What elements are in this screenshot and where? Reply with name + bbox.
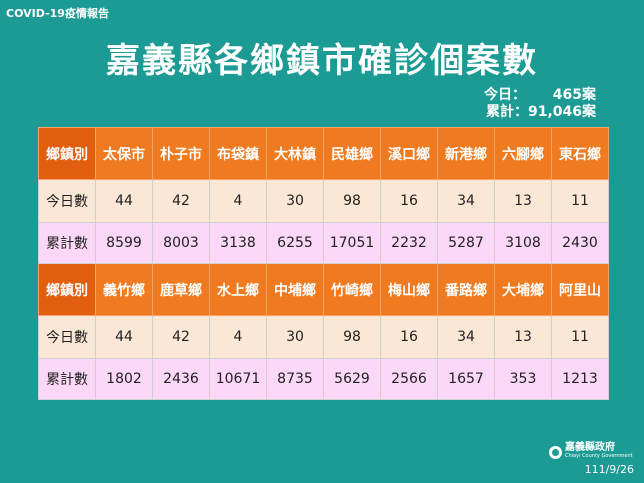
summary-today: 今日： 465案 <box>484 87 596 104</box>
county-name: 嘉義縣政府 Chiayi County Government <box>565 443 633 461</box>
total-row-label: 累計數 <box>38 358 96 400</box>
cases-table: 鄉鎮別 太保市 朴子市 布袋鎮 大林鎮 民雄鄉 溪口鄉 新港鄉 六腳鄉 東石鄉 今日數 44 42 4 30… <box>38 127 609 400</box>
summary-total-value: 91,046案 <box>527 104 596 120</box>
total-row-cell: 8003 <box>152 222 210 264</box>
town-row-cell: 民雄鄉 <box>323 127 381 180</box>
town-row-cell: 太保市 <box>95 127 153 180</box>
today-row-cell: 30 <box>266 179 324 223</box>
today-row-cell: 98 <box>323 179 381 223</box>
table-bottom-total-row: 累計數 1802 2436 10671 8735 5629 2566 1657 353 1213 <box>38 358 609 400</box>
total-row-cell: 17051 <box>323 222 381 264</box>
town-row-cell: 中埔鄉 <box>266 263 324 316</box>
today-row-cell: 44 <box>95 179 153 223</box>
today-row-cell: 34 <box>437 315 495 359</box>
town-row-cell: 番路鄉 <box>437 263 495 316</box>
report-date: 111/9/26 <box>584 463 634 476</box>
total-row-cell: 8735 <box>266 358 324 400</box>
town-row-cell: 義竹鄉 <box>95 263 153 316</box>
total-row-cell: 2566 <box>380 358 438 400</box>
today-row-cell: 42 <box>152 315 210 359</box>
total-row-cell: 5287 <box>437 222 495 264</box>
town-row-cell: 竹崎鄉 <box>323 263 381 316</box>
table-bottom-today-row: 今日數 44 42 4 30 98 16 34 13 11 <box>38 315 609 359</box>
today-row-cell: 44 <box>95 315 153 359</box>
total-row-cell: 6255 <box>266 222 324 264</box>
page-title: 嘉義縣各鄉鎮市確診個案數 <box>106 41 538 81</box>
total-row-cell: 1657 <box>437 358 495 400</box>
town-row-cell: 布袋鎮 <box>209 127 267 180</box>
total-row-cell: 5629 <box>323 358 381 400</box>
today-row-cell: 16 <box>380 315 438 359</box>
today-row-cell: 4 <box>209 315 267 359</box>
town-row-label: 鄉鎮別 <box>38 127 96 180</box>
town-row-cell: 大林鎮 <box>266 127 324 180</box>
total-row-cell: 353 <box>494 358 552 400</box>
today-row-cell: 11 <box>551 179 609 223</box>
town-row-cell: 大埔鄉 <box>494 263 552 316</box>
total-row-cell: 3138 <box>209 222 267 264</box>
today-row-cell: 34 <box>437 179 495 223</box>
today-row-label: 今日數 <box>38 179 96 223</box>
total-row-cell: 2232 <box>380 222 438 264</box>
town-row-cell: 新港鄉 <box>437 127 495 180</box>
total-row-cell: 1213 <box>551 358 609 400</box>
today-row-cell: 30 <box>266 315 324 359</box>
table-bottom-town-row: 鄉鎮別 義竹鄉 鹿草鄉 水上鄉 中埔鄉 竹崎鄉 梅山鄉 番路鄉 大埔鄉 阿里山 <box>38 263 609 316</box>
town-row-cell: 阿里山 <box>551 263 609 316</box>
town-row-cell: 溪口鄉 <box>380 127 438 180</box>
total-row-cell: 2430 <box>551 222 609 264</box>
summary-today-value: 465案 <box>552 87 596 103</box>
town-row-label: 鄉鎮別 <box>38 263 96 316</box>
table-top-total-row: 累計數 8599 8003 3138 6255 17051 2232 5287 3108 2430 <box>38 222 609 264</box>
total-row-cell: 10671 <box>209 358 267 400</box>
total-row-cell: 2436 <box>152 358 210 400</box>
report-tag: COVID-19疫情報告 <box>6 7 109 20</box>
today-row-cell: 11 <box>551 315 609 359</box>
table-top-today-row: 今日數 44 42 4 30 98 16 34 13 11 <box>38 179 609 223</box>
county-logo: 嘉義縣政府 Chiayi County Government <box>549 443 633 461</box>
today-row-label: 今日數 <box>38 315 96 359</box>
today-row-cell: 13 <box>494 179 552 223</box>
today-row-cell: 4 <box>209 179 267 223</box>
today-row-cell: 42 <box>152 179 210 223</box>
county-emblem-icon <box>549 445 562 459</box>
today-row-cell: 98 <box>323 315 381 359</box>
table-top-town-row: 鄉鎮別 太保市 朴子市 布袋鎮 大林鎮 民雄鄉 溪口鄉 新港鄉 六腳鄉 東石鄉 <box>38 127 609 180</box>
town-row-cell: 梅山鄉 <box>380 263 438 316</box>
town-row-cell: 六腳鄉 <box>494 127 552 180</box>
summary-today-label: 今日： <box>484 87 526 103</box>
county-name-cn: 嘉義縣政府 <box>565 442 615 453</box>
total-row-cell: 3108 <box>494 222 552 264</box>
total-row-cell: 8599 <box>95 222 153 264</box>
total-row-cell: 1802 <box>95 358 153 400</box>
summary-total-label: 累計： <box>485 104 528 120</box>
today-row-cell: 13 <box>494 315 552 359</box>
town-row-cell: 水上鄉 <box>209 263 267 316</box>
summary-box: 今日： 465案 累計： 91,046案 <box>484 87 596 121</box>
today-row-cell: 16 <box>380 179 438 223</box>
summary-total: 累計： 91,046案 <box>484 104 596 121</box>
total-row-label: 累計數 <box>38 222 96 264</box>
county-name-en: Chiayi County Government <box>565 453 633 459</box>
town-row-cell: 鹿草鄉 <box>152 263 210 316</box>
town-row-cell: 朴子市 <box>152 127 210 180</box>
town-row-cell: 東石鄉 <box>551 127 609 180</box>
